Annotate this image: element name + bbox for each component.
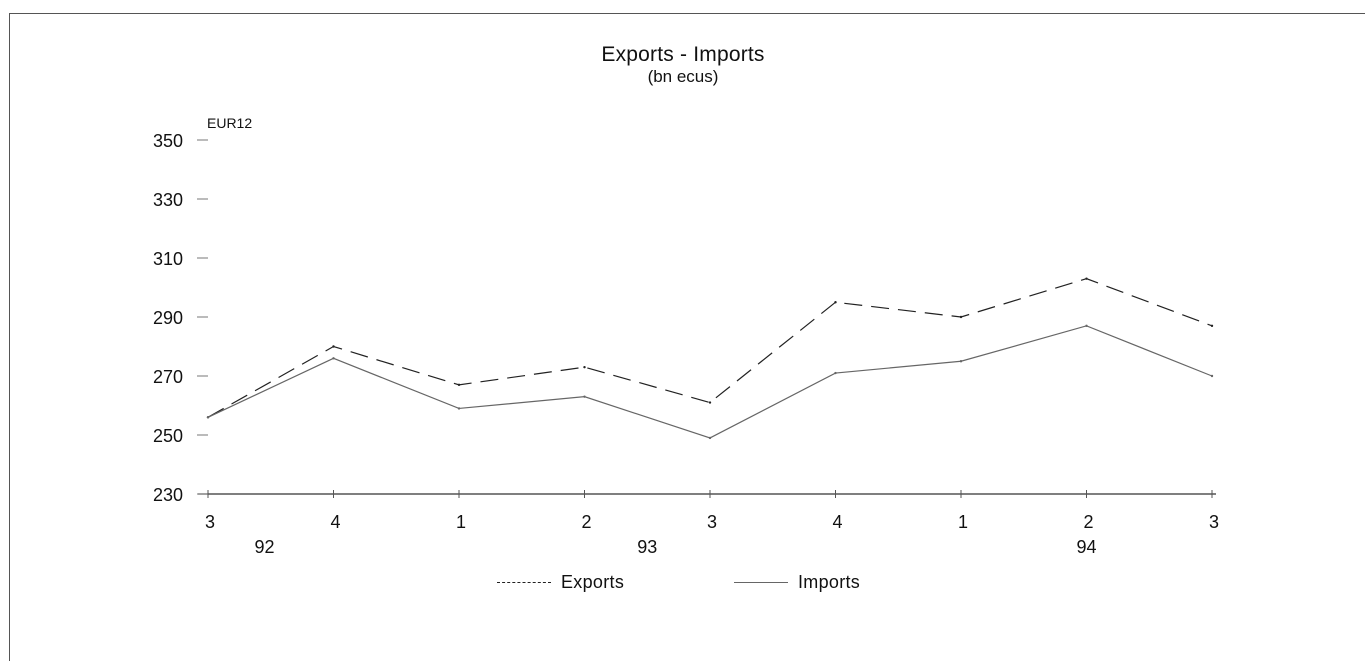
series-line-imports	[207, 325, 1213, 439]
x-tick-label: 2	[1083, 512, 1093, 532]
data-point-imports	[834, 371, 837, 375]
data-point-exports	[583, 365, 586, 369]
y-tick-label: 250	[153, 426, 183, 446]
data-point-imports	[708, 436, 712, 440]
data-point-exports	[1085, 277, 1088, 280]
x-year-label: 93	[637, 537, 657, 557]
x-year-label: 94	[1076, 537, 1096, 557]
series-line-exports	[207, 278, 1213, 418]
legend-swatch-imports	[734, 581, 788, 583]
x-tick-label: 2	[581, 512, 591, 532]
x-tick-label: 3	[1209, 512, 1219, 532]
data-point-exports	[1210, 324, 1214, 328]
legend-item-imports: Imports	[734, 570, 860, 594]
legend-label-imports: Imports	[798, 571, 861, 592]
legend-swatch-exports	[497, 581, 551, 583]
data-point-imports	[583, 395, 586, 398]
chart-title: Exports - Imports	[601, 43, 765, 66]
y-tick-label: 330	[153, 190, 183, 210]
x-tick-label: 4	[832, 512, 842, 532]
data-point-imports	[457, 407, 461, 410]
data-point-imports	[332, 357, 335, 360]
y-tick-label: 350	[153, 131, 183, 151]
x-tick-label: 4	[330, 512, 340, 532]
data-point-imports	[959, 360, 963, 363]
y-tick-label: 270	[153, 367, 183, 387]
data-point-exports	[457, 383, 461, 387]
legend-label-exports: Exports	[561, 571, 625, 592]
data-point-exports	[708, 401, 712, 404]
data-point-imports	[1085, 324, 1088, 328]
chart-frame	[9, 13, 1365, 661]
data-point-imports	[1210, 374, 1214, 378]
x-tick-label: 1	[456, 512, 466, 532]
chart-subtitle: (bn ecus)	[647, 67, 719, 86]
data-point-exports	[959, 315, 963, 319]
data-point-imports	[206, 416, 210, 419]
y-tick-label: 310	[153, 249, 183, 269]
y-tick-label: 230	[153, 485, 183, 505]
data-point-exports	[834, 301, 837, 304]
legend: Exports Imports	[0, 570, 1366, 594]
x-year-label: 92	[254, 537, 274, 557]
x-tick-label: 1	[958, 512, 968, 532]
region-label: EUR12	[207, 115, 253, 131]
x-tick-label: 3	[205, 512, 215, 532]
y-tick-label: 290	[153, 308, 183, 328]
data-point-exports	[332, 345, 335, 348]
x-tick-label: 3	[707, 512, 717, 532]
legend-item-exports: Exports	[497, 570, 624, 594]
